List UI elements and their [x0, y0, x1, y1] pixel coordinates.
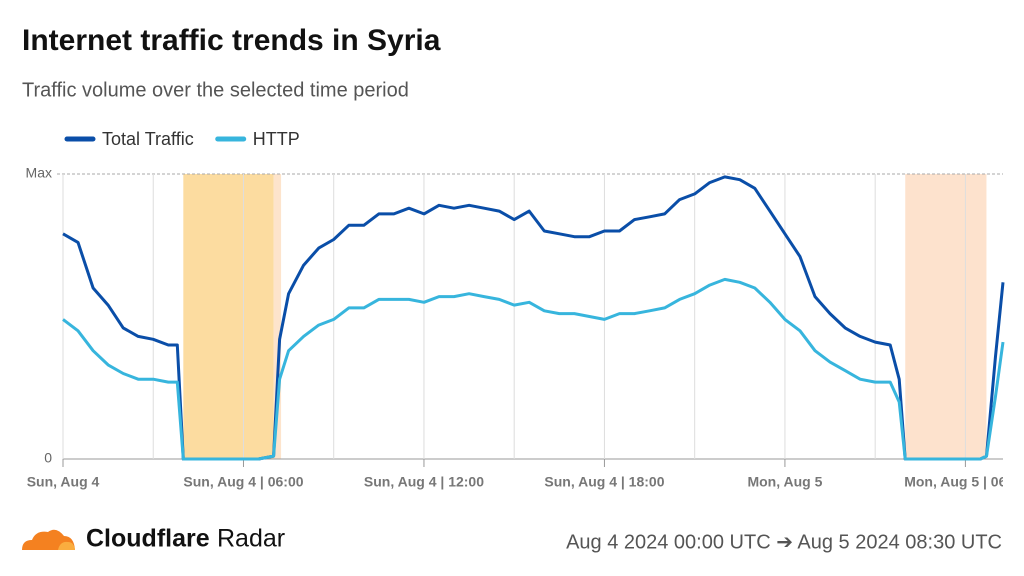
x-tick-label: Sun, Aug 4 | 06:00	[183, 474, 303, 490]
x-tick-labels: Sun, Aug 4 Sun, Aug 4 | 06:00 Sun, Aug 4 |…	[27, 474, 1024, 490]
legend-label: Total Traffic	[102, 129, 194, 149]
y-tick-label: 0	[44, 450, 52, 466]
series-line	[62, 277, 1005, 461]
y-tick-label: Max	[26, 165, 52, 181]
x-tick-label: Sun, Aug 4	[27, 474, 100, 490]
chart-title: Internet traffic trends in Syria	[22, 24, 441, 57]
shaded-region	[905, 174, 987, 459]
logo	[22, 529, 75, 550]
shaded-region	[273, 174, 282, 459]
x-tick-label: Mon, Aug 5 | 06:00	[904, 474, 1024, 490]
x-tick-label: Sun, Aug 4 | 18:00	[544, 474, 664, 490]
brand: Cloudflare	[86, 525, 210, 553]
product: Radar	[217, 525, 285, 553]
chart-subtitle: Traffic volume over the selected time pe…	[22, 79, 409, 101]
x-tick-label: Sun, Aug 4 | 12:00	[364, 474, 484, 490]
shaded-region	[183, 174, 274, 459]
date-range: Aug 4 2024 00:00 UTC ➔ Aug 5 2024 08:30 …	[566, 531, 1002, 553]
x-tick-label: Mon, Aug 5	[747, 474, 822, 490]
legend-label: HTTP	[253, 129, 300, 149]
